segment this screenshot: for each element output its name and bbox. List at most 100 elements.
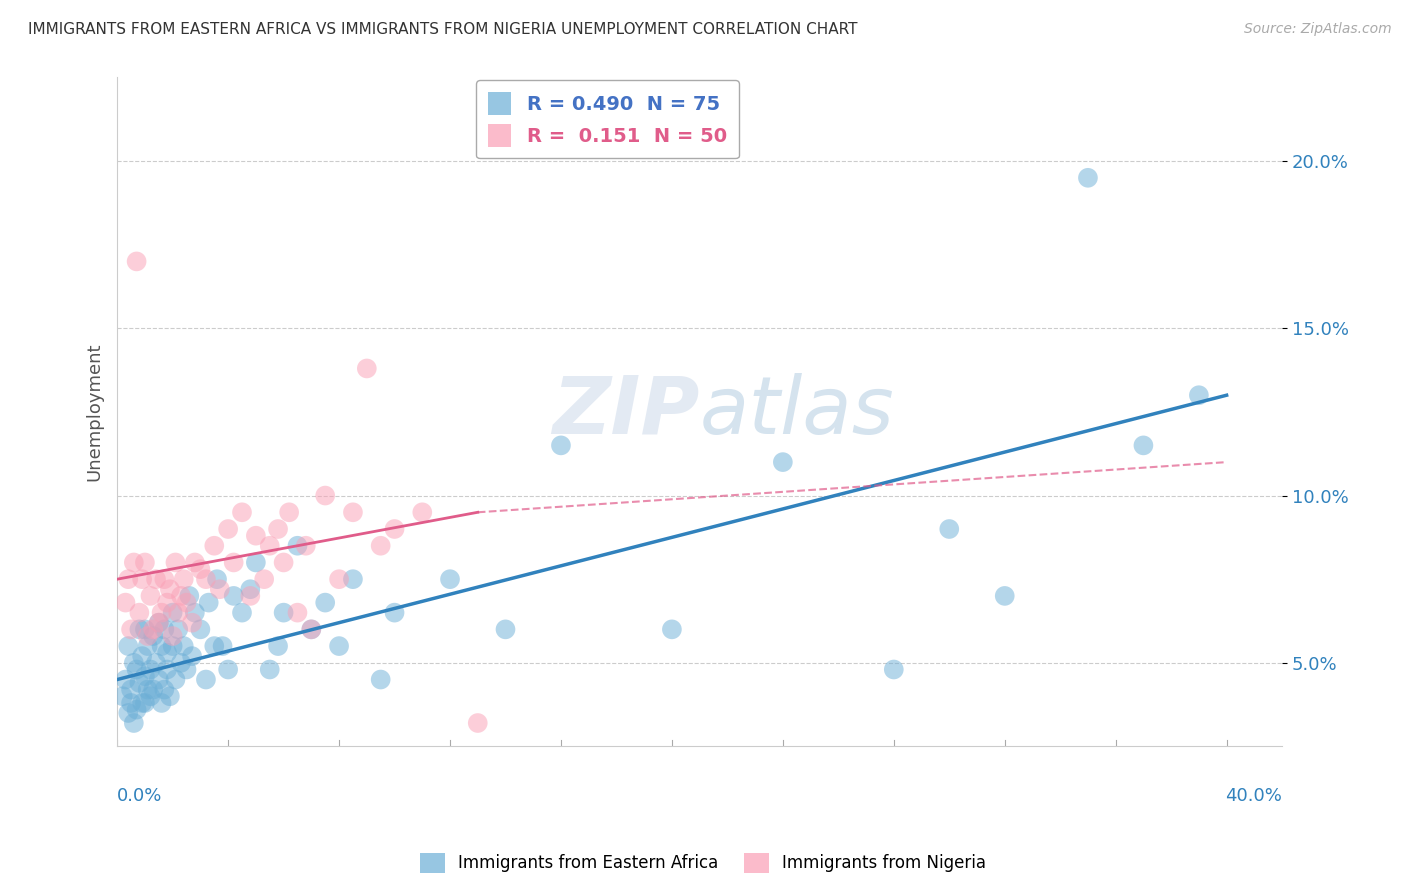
Point (938, 522, 960, 536)
Point (314, 489, 336, 503)
Point (170, 589, 193, 603)
Point (156, 663, 179, 677)
Point (267, 639, 290, 653)
Point (153, 572, 176, 586)
Point (259, 539, 281, 553)
Point (994, 589, 1017, 603)
Point (148, 615, 170, 630)
Point (134, 556, 156, 570)
Point (173, 639, 195, 653)
Point (114, 596, 136, 610)
Point (128, 606, 150, 620)
Point (342, 505, 364, 519)
Point (128, 676, 150, 690)
Point (120, 696, 142, 710)
Point (190, 562, 212, 576)
Point (111, 690, 134, 704)
Point (159, 690, 181, 704)
Point (167, 606, 190, 620)
Point (117, 706, 139, 720)
Point (259, 663, 281, 677)
Point (136, 682, 159, 697)
Point (184, 556, 207, 570)
Point (384, 606, 406, 620)
Point (134, 669, 156, 683)
Point (299, 623, 322, 637)
Point (153, 623, 176, 637)
Point (120, 682, 142, 697)
Point (273, 556, 295, 570)
Point (139, 589, 162, 603)
Point (165, 556, 187, 570)
Point (136, 629, 159, 643)
Point (239, 582, 262, 597)
Point (411, 505, 433, 519)
Point (222, 589, 245, 603)
Point (211, 639, 233, 653)
Point (117, 639, 139, 653)
Point (550, 438, 572, 452)
Text: ZIP: ZIP (553, 373, 700, 451)
Point (1188, 388, 1211, 402)
Point (139, 690, 162, 704)
Point (384, 522, 406, 536)
Text: atlas: atlas (700, 373, 894, 451)
Legend: R = 0.490  N = 75, R =  0.151  N = 50: R = 0.490 N = 75, R = 0.151 N = 50 (477, 80, 738, 159)
Point (114, 673, 136, 687)
Text: Source: ZipAtlas.com: Source: ZipAtlas.com (1244, 22, 1392, 37)
Point (136, 639, 159, 653)
Point (131, 696, 153, 710)
Point (145, 572, 167, 586)
Text: 40.0%: 40.0% (1225, 787, 1282, 805)
Point (165, 673, 187, 687)
Point (205, 572, 228, 586)
Point (156, 596, 179, 610)
Point (1132, 438, 1154, 452)
Point (167, 623, 190, 637)
Point (328, 639, 350, 653)
Point (150, 639, 173, 653)
Point (120, 623, 142, 637)
Text: 0.0%: 0.0% (117, 787, 163, 805)
Point (239, 589, 262, 603)
Point (125, 254, 148, 268)
Point (314, 596, 336, 610)
Point (181, 649, 204, 664)
Point (202, 539, 225, 553)
Point (159, 582, 181, 597)
Point (287, 539, 309, 553)
Point (661, 623, 683, 637)
Text: IMMIGRANTS FROM EASTERN AFRICA VS IMMIGRANTS FROM NIGERIA UNEMPLOYMENT CORRELATI: IMMIGRANTS FROM EASTERN AFRICA VS IMMIGR… (28, 22, 858, 37)
Point (142, 623, 165, 637)
Point (134, 623, 156, 637)
Point (148, 615, 170, 630)
Point (176, 596, 198, 610)
Point (202, 639, 225, 653)
Point (153, 682, 176, 697)
Point (439, 572, 461, 586)
Point (122, 656, 145, 670)
Point (125, 663, 148, 677)
Point (231, 606, 253, 620)
Point (278, 505, 301, 519)
Point (131, 649, 153, 664)
Point (162, 629, 184, 643)
Point (495, 623, 517, 637)
Point (179, 589, 201, 603)
Point (356, 361, 378, 376)
Point (208, 582, 231, 597)
Point (370, 539, 392, 553)
Point (117, 572, 139, 586)
Point (190, 623, 212, 637)
Point (328, 572, 350, 586)
Point (170, 656, 193, 670)
Point (217, 522, 239, 536)
Point (156, 646, 179, 660)
Point (125, 703, 148, 717)
Point (287, 606, 309, 620)
Point (131, 572, 153, 586)
Y-axis label: Unemployment: Unemployment (86, 343, 103, 481)
Point (222, 556, 245, 570)
Point (273, 606, 295, 620)
Point (122, 556, 145, 570)
